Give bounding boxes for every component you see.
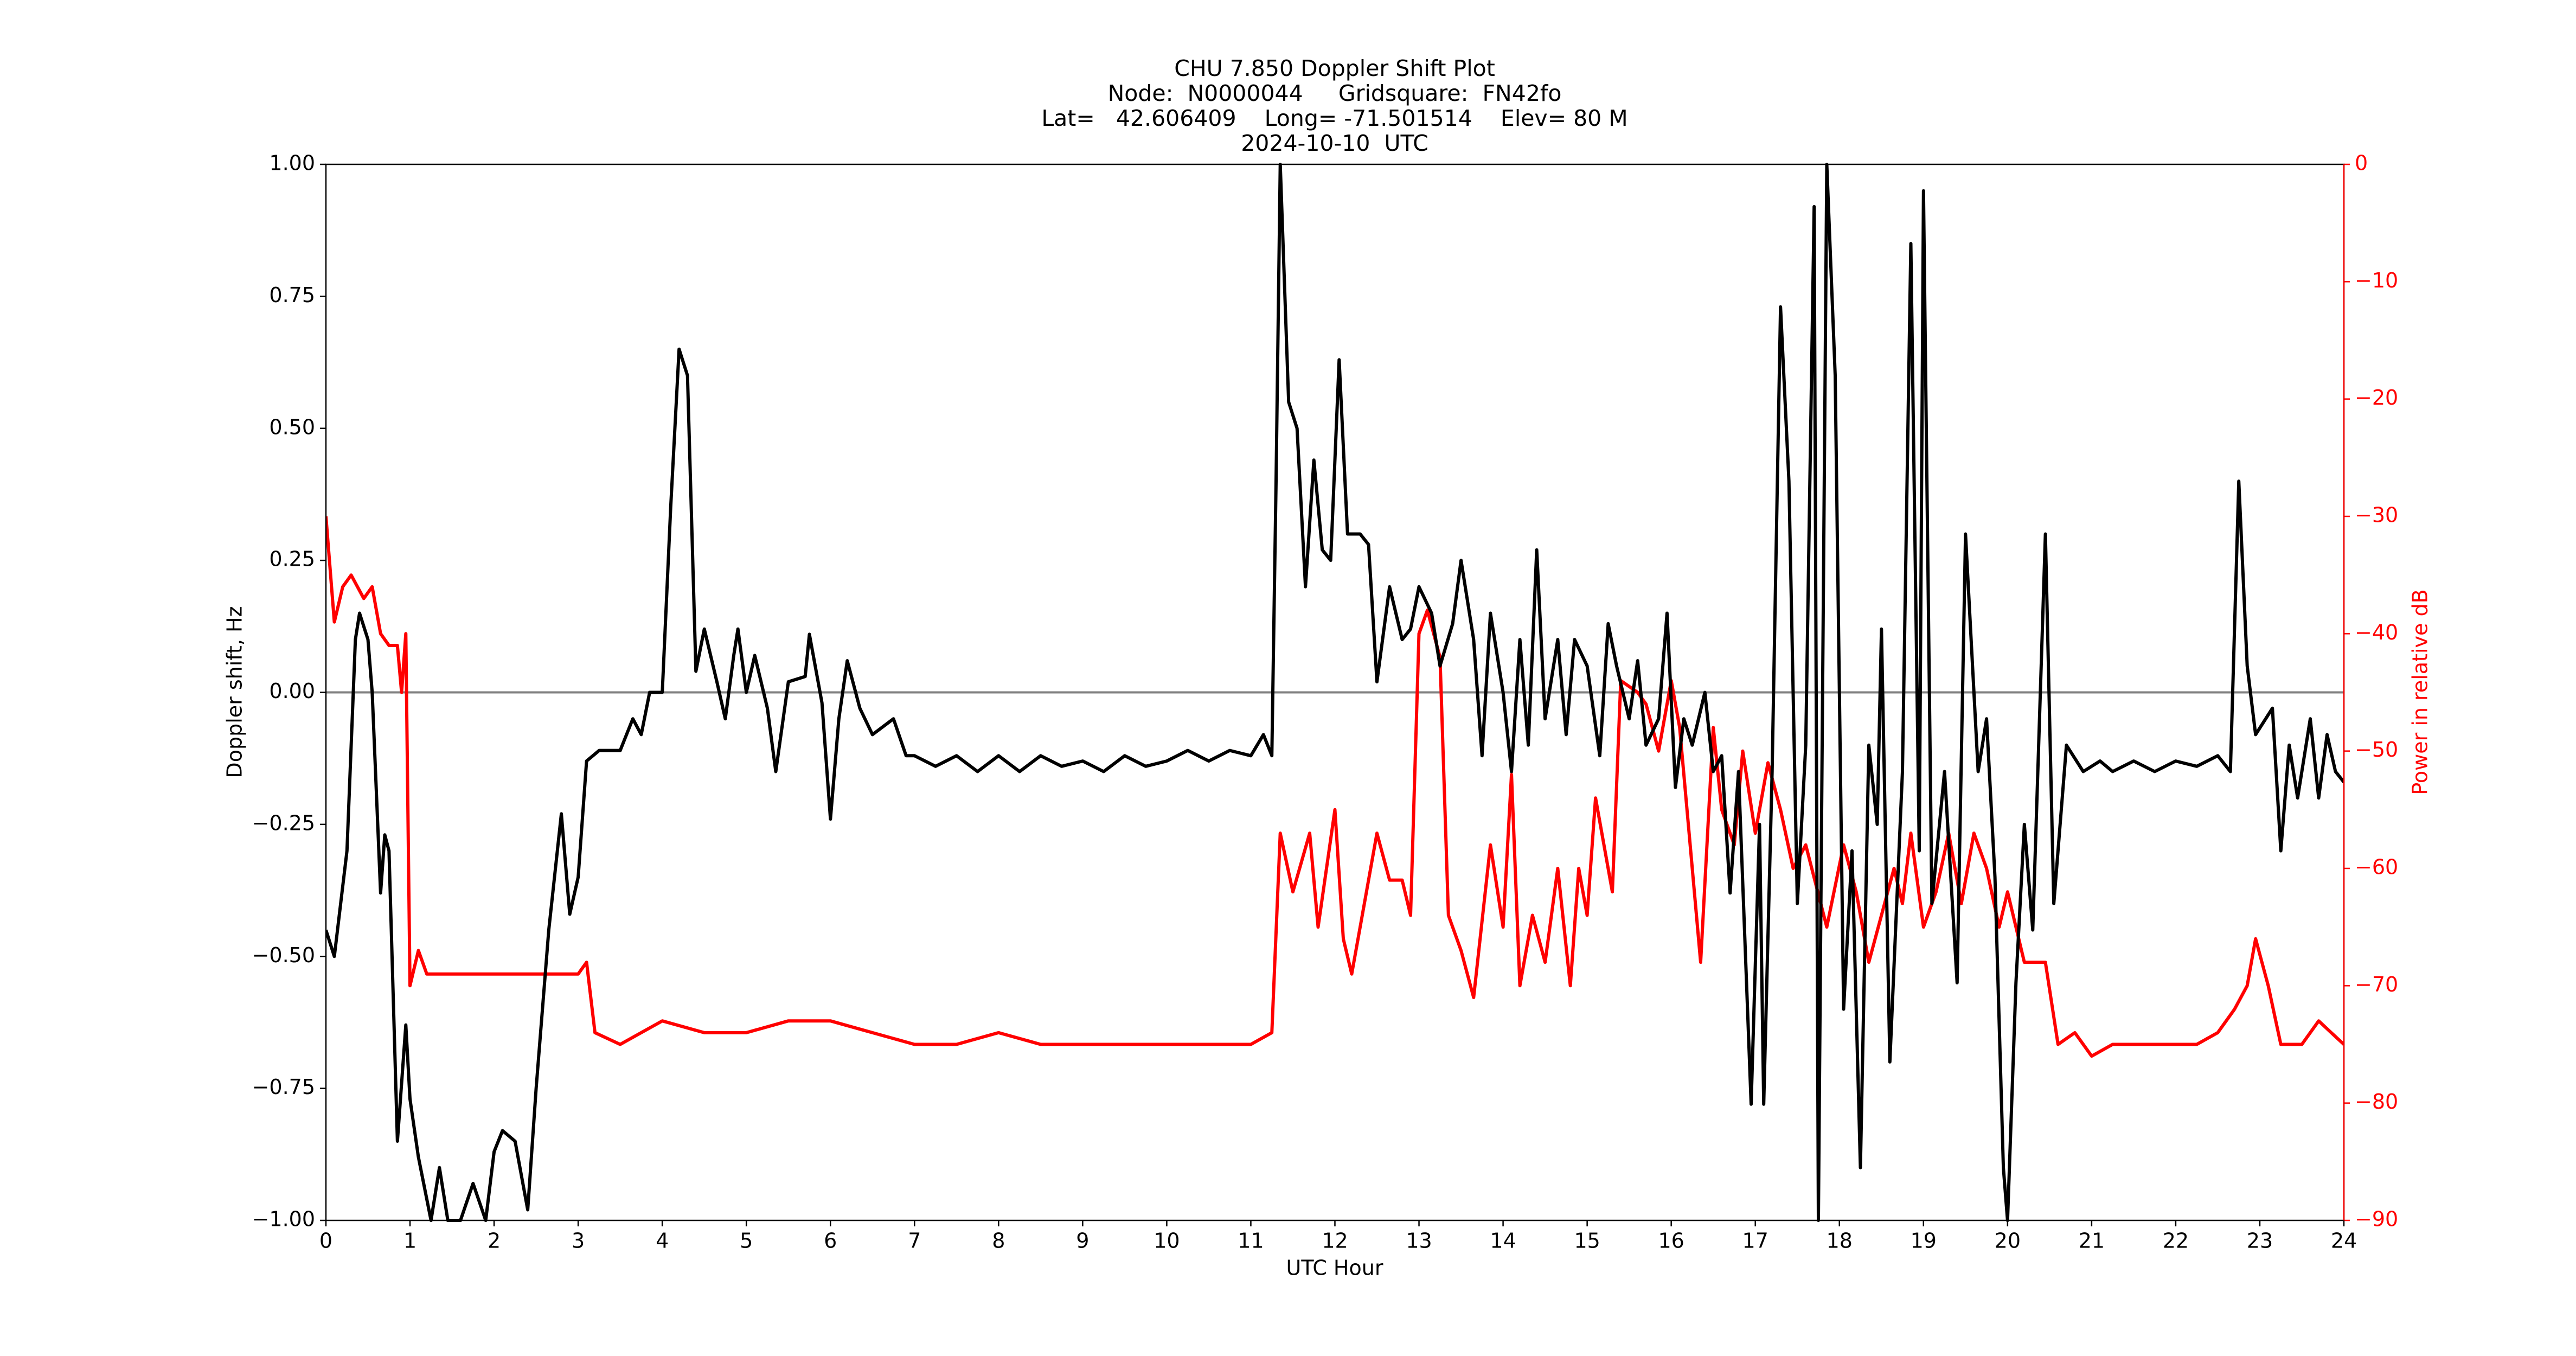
y2-tick-label: −20 xyxy=(2355,386,2398,410)
y2-tick-label: −40 xyxy=(2355,621,2398,644)
y-tick-label: −0.75 xyxy=(252,1075,315,1099)
x-tick-label: 8 xyxy=(992,1229,1005,1253)
y-tick-label: −1.00 xyxy=(252,1207,315,1231)
x-tick-label: 24 xyxy=(2331,1229,2357,1253)
x-tick-label: 20 xyxy=(1995,1229,2021,1253)
y2-tick-label: −90 xyxy=(2355,1207,2398,1231)
y2-tick-label: −10 xyxy=(2355,268,2398,292)
y-axis-label: Doppler shift, Hz xyxy=(223,606,247,778)
data-line xyxy=(326,516,2344,1058)
x-tick-label: 9 xyxy=(1076,1229,1089,1253)
title-line: Node: N0000044 Gridsquare: FN42fo xyxy=(1108,80,1562,106)
x-tick-label: 5 xyxy=(740,1229,753,1253)
x-tick-label: 22 xyxy=(2163,1229,2189,1253)
title-line: 2024-10-10 UTC xyxy=(1241,130,1428,156)
data-line xyxy=(326,163,2344,1222)
y2-tick-label: −80 xyxy=(2355,1090,2398,1114)
x-tick-label: 1 xyxy=(403,1229,416,1253)
y-tick-label: 0.00 xyxy=(269,679,315,703)
x-tick-label: 0 xyxy=(319,1229,332,1253)
x-tick-label: 6 xyxy=(824,1229,837,1253)
y-tick-label: −0.25 xyxy=(252,811,315,835)
y-tick-label: 0.25 xyxy=(269,547,315,571)
x-tick-label: 13 xyxy=(1406,1229,1432,1253)
title-line: Lat= 42.606409 Long= -71.501514 Elev= 80… xyxy=(1041,105,1627,131)
x-tick-label: 19 xyxy=(1911,1229,1937,1253)
y-tick-label: 0.50 xyxy=(269,415,315,439)
x-tick-label: 11 xyxy=(1238,1229,1264,1253)
x-tick-label: 21 xyxy=(2079,1229,2105,1253)
y2-tick-label: −70 xyxy=(2355,973,2398,996)
y2-tick-label: −50 xyxy=(2355,738,2398,762)
title-line: CHU 7.850 Doppler Shift Plot xyxy=(1174,55,1495,81)
x-tick-label: 17 xyxy=(1742,1229,1768,1253)
x-tick-label: 16 xyxy=(1658,1229,1684,1253)
y2-tick-label: 0 xyxy=(2355,151,2368,175)
x-tick-label: 3 xyxy=(572,1229,585,1253)
x-tick-label: 14 xyxy=(1490,1229,1516,1253)
x-tick-label: 23 xyxy=(2247,1229,2273,1253)
x-tick-label: 10 xyxy=(1154,1229,1180,1253)
x-axis-label: UTC Hour xyxy=(1286,1256,1383,1280)
x-tick-label: 12 xyxy=(1322,1229,1348,1253)
x-tick-label: 4 xyxy=(656,1229,669,1253)
y2-tick-label: −30 xyxy=(2355,503,2398,527)
y-tick-label: 1.00 xyxy=(269,151,315,175)
x-tick-label: 15 xyxy=(1574,1229,1600,1253)
x-tick-label: 2 xyxy=(488,1229,501,1253)
x-tick-label: 18 xyxy=(1827,1229,1853,1253)
y-tick-label: 0.75 xyxy=(269,283,315,307)
x-tick-label: 7 xyxy=(908,1229,921,1253)
y2-tick-label: −60 xyxy=(2355,855,2398,879)
y-tick-label: −0.50 xyxy=(252,943,315,967)
y2-axis-label: Power in relative dB xyxy=(2408,589,2432,795)
